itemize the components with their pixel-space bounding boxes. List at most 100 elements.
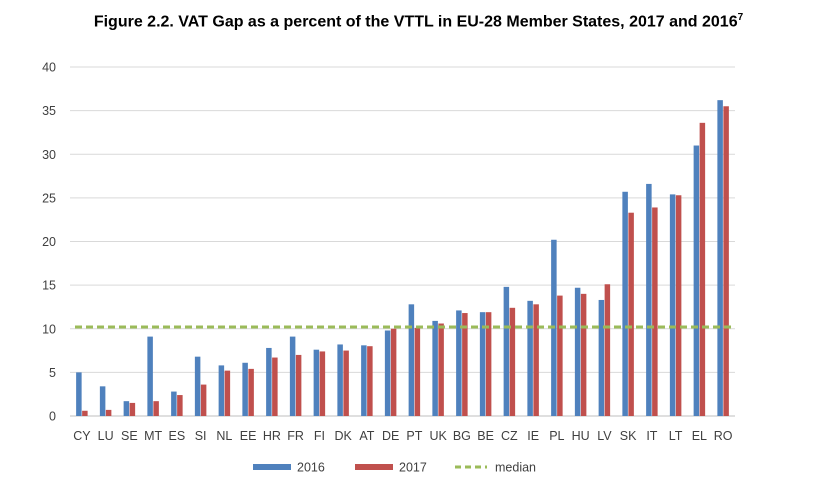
bar-2016-NL xyxy=(218,365,225,416)
legend-label-2017: 2017 xyxy=(399,461,427,475)
bar-2017-SE xyxy=(129,402,136,416)
bar-2016-BG xyxy=(456,310,462,416)
x-tick-label: LV xyxy=(597,429,612,443)
bar-2017-UK xyxy=(438,323,444,416)
bar-2016-CY xyxy=(76,372,82,416)
bar-2017-EE xyxy=(248,368,254,416)
x-tick-label: FR xyxy=(287,429,304,443)
x-tick-label: BG xyxy=(453,429,471,443)
legend-label-median: median xyxy=(495,461,536,475)
x-tick-label: SE xyxy=(121,429,138,443)
bar-2017-RO xyxy=(723,106,729,416)
y-tick-label: 25 xyxy=(42,191,56,205)
bar-2016-CZ xyxy=(503,286,510,416)
bar-2017-CZ xyxy=(509,307,516,416)
x-tick-label: PL xyxy=(549,429,564,443)
bar-2016-SK xyxy=(622,191,628,416)
bar-2017-LT xyxy=(675,195,682,416)
bar-2016-AT xyxy=(361,345,367,416)
axes: 0 5 10 15 20 25 30 35 40 CY LU SE MT ES SI NL EE HR FR FI DK… xyxy=(42,61,735,443)
y-tick-label: 10 xyxy=(42,322,56,336)
x-tick-label: LT xyxy=(669,429,683,443)
x-tick-label: HU xyxy=(572,429,590,443)
y-tick-label: 5 xyxy=(49,366,56,380)
bar-2016-HU xyxy=(574,287,581,416)
x-tick-label: SK xyxy=(620,429,637,443)
bar-2016-DK xyxy=(337,344,343,416)
bar-2017-PT xyxy=(414,327,421,416)
footnote-mark: 7 xyxy=(737,12,744,23)
bar-2017-IE xyxy=(533,304,539,416)
bar-2017-SI xyxy=(200,384,207,416)
bar-2017-BG xyxy=(462,313,468,416)
y-tick-label: 40 xyxy=(42,61,56,75)
x-tick-label: DE xyxy=(382,429,399,443)
x-tick-label: FI xyxy=(314,429,325,443)
x-tick-label: CZ xyxy=(501,429,518,443)
x-tick-label: SI xyxy=(195,429,207,443)
bar-2017-FR xyxy=(295,354,302,416)
bar-2017-HR xyxy=(272,357,278,416)
bar-2016-DE xyxy=(384,330,391,416)
bar-2017-LU xyxy=(105,409,112,416)
chart-title-text: Figure 2.2. VAT Gap as a percent of the … xyxy=(93,13,738,31)
x-tick-label: RO xyxy=(714,429,733,443)
x-tick-label: HR xyxy=(263,429,281,443)
bar-2017-ES xyxy=(177,395,183,416)
bar-2016-LU xyxy=(99,386,106,416)
x-tick-label: EE xyxy=(240,429,257,443)
x-tick-label: NL xyxy=(216,429,232,443)
bar-2016-UK xyxy=(432,320,438,416)
bars xyxy=(76,100,729,416)
bar-2016-RO xyxy=(717,100,723,416)
bar-2017-FI xyxy=(319,351,326,416)
bar-2016-MT xyxy=(147,336,153,416)
bar-2017-MT xyxy=(153,401,159,416)
bar-2017-SK xyxy=(628,212,634,416)
bar-2016-FR xyxy=(289,336,296,416)
bar-2017-DK xyxy=(343,350,349,416)
bar-2016-SE xyxy=(123,401,130,416)
legend: 2016 2017 median xyxy=(253,461,536,475)
bar-2016-ES xyxy=(171,391,177,416)
legend-label-2016: 2016 xyxy=(297,461,325,475)
legend-swatch-2016 xyxy=(253,464,291,470)
bar-2017-CY xyxy=(82,410,88,416)
y-tick-label: 20 xyxy=(42,235,56,249)
gridlines xyxy=(70,66,735,373)
bar-2017-DE xyxy=(390,328,397,416)
y-tick-label: 15 xyxy=(42,279,56,293)
x-tick-label: EL xyxy=(692,429,707,443)
bar-2017-AT xyxy=(367,346,373,416)
bar-2016-LT xyxy=(669,194,676,416)
x-tick-label: BE xyxy=(477,429,494,443)
x-tick-label: CY xyxy=(73,429,91,443)
bar-2016-PT xyxy=(408,304,415,416)
bar-2016-IE xyxy=(527,300,533,416)
bar-2016-LV xyxy=(598,299,605,416)
bar-2017-HU xyxy=(580,293,587,416)
x-tick-label: UK xyxy=(429,429,447,443)
bar-2016-EE xyxy=(242,362,248,416)
x-tick-label: ES xyxy=(169,429,186,443)
y-tick-label: 30 xyxy=(42,148,56,162)
y-tick-label: 35 xyxy=(42,104,56,118)
bar-2016-BE xyxy=(479,312,486,416)
x-tick-label: DK xyxy=(334,429,352,443)
bar-2016-IT xyxy=(646,183,652,416)
x-tick-label: PT xyxy=(406,429,422,443)
bar-2017-LV xyxy=(604,284,611,416)
x-tick-label: IE xyxy=(527,429,539,443)
y-tick-label: 0 xyxy=(49,410,56,424)
x-tick-label: LU xyxy=(98,429,114,443)
bar-2017-BE xyxy=(485,312,492,416)
legend-swatch-2017 xyxy=(355,464,393,470)
bar-2016-FI xyxy=(313,349,320,416)
bar-2017-NL xyxy=(224,370,231,416)
bar-2016-SI xyxy=(194,356,201,416)
chart-title: Figure 2.2. VAT Gap as a percent of the … xyxy=(0,12,837,31)
bar-2017-IT xyxy=(652,207,658,416)
bar-2017-EL xyxy=(699,122,706,416)
bar-2017-PL xyxy=(557,295,563,416)
